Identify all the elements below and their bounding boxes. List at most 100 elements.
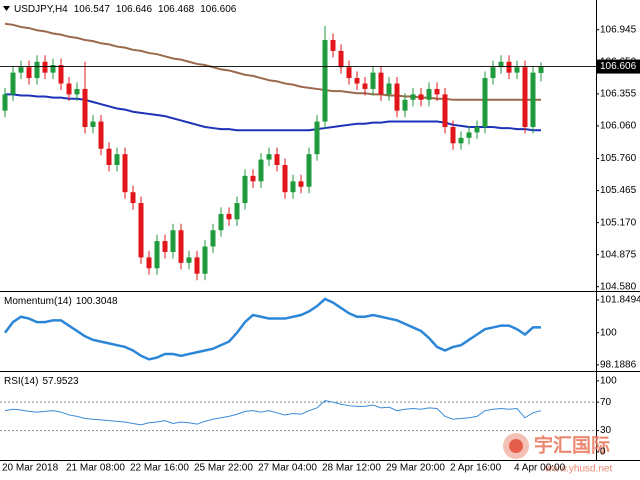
x-tick-label: 21 Mar 08:00 [66,463,125,474]
candle-body [482,78,488,127]
candle-body [226,213,232,220]
candle-body [538,66,544,73]
y-tick-label: 0 [600,447,606,458]
candle-body [338,50,344,68]
candle-body [18,67,24,73]
candle-body [130,192,136,204]
moving-average [5,93,541,132]
indicator-title: Momentum(14) 100.3048 [4,296,118,307]
y-tick-label: 105.465 [600,185,637,196]
indicator-name: Momentum(14) [4,296,72,307]
indicator-name: RSI(14) [4,376,38,387]
candle-body [386,83,392,95]
candle-body [402,99,408,111]
candle-body [418,94,424,100]
candle-body [50,65,56,73]
candle-body [234,203,240,220]
candle-body [210,230,216,247]
candle-body [354,78,360,84]
candle-body [154,241,160,269]
header-high: 106.646 [116,4,153,15]
header-low: 106.468 [158,4,195,15]
candle-body [370,72,376,89]
candle-body [74,88,80,95]
candle-body [394,83,400,111]
candle-body [458,137,464,144]
watermark-brand: 宇汇国际 [534,435,610,457]
candle-body [178,230,184,263]
candle-body [138,203,144,258]
candle-body [98,121,104,149]
candle-body [106,148,112,166]
moving-average [4,22,541,101]
y-tick-label: 106.355 [600,88,637,99]
x-tick-label: 25 Mar 22:00 [194,463,253,474]
candle-body [170,230,176,252]
watermark-url: www.yhusd.net [544,464,612,475]
candle-body [314,121,320,155]
candle-body [426,88,432,100]
y-tick-label: 104.875 [600,249,637,260]
indicator-value: 100.3048 [76,296,118,307]
y-tick-label: 105.760 [600,153,637,164]
x-tick-label: 20 Mar 2018 [2,463,59,474]
candle-body [218,213,224,231]
indicator-line [4,400,542,426]
candle-body [410,94,416,100]
candle-body [490,67,496,79]
candle-body [194,257,200,274]
header-close: 106.606 [200,4,237,15]
watermark: 宇汇国际 www.yhusd.net [503,433,612,475]
candle-body [290,181,296,193]
current-price-label: 106.606 [600,61,637,72]
candle-body [58,65,64,84]
y-tick-label: 101.8494 [600,295,640,306]
candle-body [498,61,504,68]
candle-body [442,94,448,127]
candle-body [514,67,520,73]
y-tick-label: 98.1886 [600,360,637,371]
x-tick-label: 4 Apr 00:00 [514,463,566,474]
candle-body [362,83,368,89]
menu-arrow[interactable] [3,6,10,11]
header-open: 106.547 [74,4,111,15]
candle-body [186,257,192,263]
indicator-title: RSI(14) 57.9523 [4,376,79,387]
candle-body [450,126,456,144]
chart-header: USDJPY,H4 106.547 106.646 106.468 106.606 [14,4,237,15]
current-price-box [597,59,640,74]
candle-body [282,165,288,193]
candle-body [10,72,16,95]
candle-body [530,72,536,127]
y-tick-label: 30 [600,425,612,436]
candle-body [202,246,208,274]
x-tick-label: 22 Mar 16:00 [130,463,189,474]
candle-body [242,175,248,204]
candle-body [82,88,88,127]
y-tick-label: 104.580 [600,281,637,292]
x-tick-label: 2 Apr 16:00 [450,463,502,474]
candle-body [66,83,72,95]
candle-body [2,94,8,111]
candle-body [258,159,264,182]
y-tick-label: 70 [600,397,612,408]
candle-body [114,154,120,166]
indicator-value: 57.9523 [42,376,79,387]
x-tick-label: 28 Mar 12:00 [322,463,381,474]
candle-body [346,67,352,79]
symbol-title: USDJPY,H4 [14,4,68,15]
candle-body [34,61,40,79]
candle-body [378,72,384,95]
candle-body [298,181,304,187]
candle-body [330,40,336,51]
y-tick-label: 105.170 [600,217,637,228]
candle-body [274,154,280,166]
candle-body [26,67,32,79]
candle-body [522,67,528,127]
candle-body [322,40,328,122]
candle-body [474,126,480,133]
x-tick-label: 27 Mar 04:00 [258,463,317,474]
x-tick-label: 29 Mar 20:00 [386,463,445,474]
y-tick-label: 106.060 [600,121,637,132]
